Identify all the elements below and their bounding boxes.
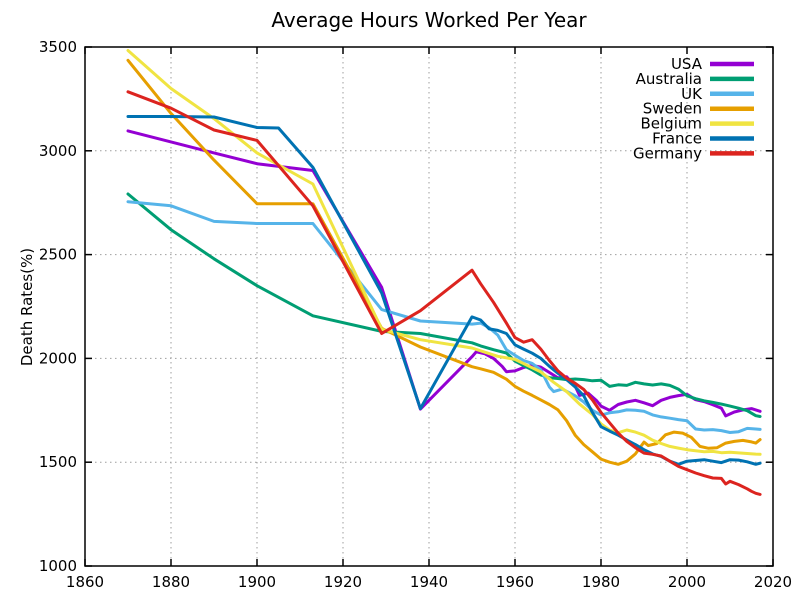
y-tick-label: 3500 [39, 38, 77, 56]
legend-label-france: France [652, 130, 702, 148]
x-tick-label: 1900 [238, 573, 276, 591]
legend-label-germany: Germany [633, 144, 702, 162]
legend-label-belgium: Belgium [641, 115, 703, 133]
x-tick-label: 1920 [324, 573, 362, 591]
series-line-sweden [126, 58, 762, 466]
legend-label-usa: USA [671, 55, 703, 73]
x-tick-label: 1860 [66, 573, 104, 591]
series-line-usa [126, 129, 762, 418]
x-tick-label: 1960 [496, 573, 534, 591]
series-line-germany [126, 90, 762, 496]
x-tick-label: 2020 [754, 573, 792, 591]
legend-label-australia: Australia [636, 70, 702, 88]
series-line-france [126, 115, 762, 466]
y-tick-label: 2000 [39, 349, 77, 367]
y-tick-label: 3000 [39, 142, 77, 160]
legend-label-uk: UK [681, 85, 703, 103]
x-tick-label: 1880 [152, 573, 190, 591]
x-tick-label: 1940 [410, 573, 448, 591]
chart-title: Average Hours Worked Per Year [271, 8, 587, 32]
series-line-australia [126, 192, 762, 418]
y-tick-label: 2500 [39, 246, 77, 264]
y-tick-label: 1500 [39, 453, 77, 471]
y-tick-label: 1000 [39, 557, 77, 575]
x-tick-label: 1980 [582, 573, 620, 591]
x-tick-label: 2000 [668, 573, 706, 591]
legend-label-sweden: Sweden [643, 100, 702, 118]
